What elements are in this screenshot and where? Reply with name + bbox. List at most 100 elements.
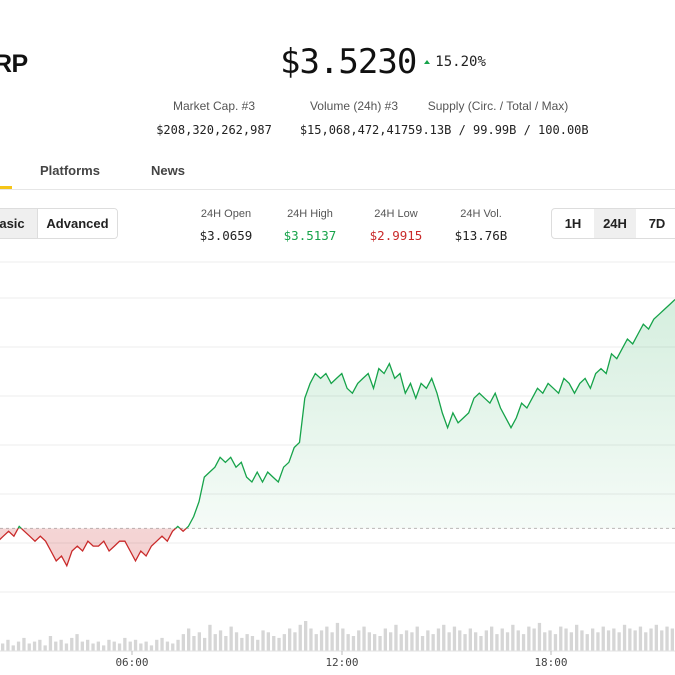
volume-bar	[64, 643, 69, 651]
volume-bar	[479, 636, 483, 651]
volume-bar	[165, 641, 170, 651]
vol-value: $13.76B	[454, 228, 508, 243]
x-tick-label: 06:00	[115, 656, 148, 669]
high-value: $3.5137	[283, 228, 337, 243]
price-change-value: 15.20%	[435, 54, 486, 70]
timeframe-24h-button[interactable]: 24H	[594, 209, 636, 238]
market-cap-value: $208,320,262,987	[156, 123, 272, 137]
volume-bar	[335, 622, 340, 651]
triangle-up-icon	[424, 60, 431, 64]
volume-bar	[102, 645, 106, 651]
volume-bar	[75, 634, 79, 651]
volume-bar	[187, 628, 191, 651]
volume-bar	[654, 624, 658, 652]
current-price: $3.5230	[280, 42, 417, 82]
volume-bar	[367, 632, 371, 652]
volume-bar	[70, 637, 74, 651]
ohlc-low: 24H Low $2.9915	[363, 208, 429, 243]
volume-bar	[537, 622, 542, 651]
volume-bar	[6, 639, 10, 652]
volume-bar	[532, 628, 536, 651]
price-chart[interactable]: 06:00 12:00 18:00	[0, 255, 675, 675]
open-label: 24H Open	[200, 208, 252, 220]
volume-bar	[373, 634, 377, 651]
volume-bar	[601, 626, 605, 651]
open-value: $3.0659	[199, 228, 253, 243]
volume-bar	[617, 632, 621, 652]
volume-bar	[155, 639, 159, 652]
x-tick-label: 12:00	[325, 656, 358, 669]
low-label: 24H Low	[374, 208, 418, 220]
volume-bar	[548, 630, 552, 651]
volume-bar	[585, 634, 589, 651]
x-tick-label: 18:00	[534, 656, 567, 669]
volume-bar	[404, 630, 409, 651]
supply-value: 59.13B / 99.99B / 100.00B	[408, 123, 589, 137]
low-value: $2.9915	[369, 228, 423, 243]
volume-bar	[288, 628, 292, 651]
ohlc-volume: 24H Vol. $13.76B	[448, 208, 514, 243]
volume-bar	[474, 632, 478, 652]
volume-bar	[511, 624, 515, 652]
volume-bar	[272, 636, 276, 651]
volume-bar	[410, 632, 414, 652]
volume-bar	[181, 634, 185, 651]
volume-bar	[32, 641, 37, 651]
volume-bar	[117, 643, 122, 651]
volume-bar	[580, 630, 584, 651]
volume-bar	[298, 624, 302, 652]
volume-bar	[521, 634, 526, 651]
volume-bar	[442, 624, 446, 652]
volume-value: $15,068,472,417	[299, 123, 409, 137]
volume-bar	[633, 630, 637, 651]
x-axis-ticks: 06:00 12:00 18:00	[115, 651, 568, 669]
tab-platforms[interactable]: Platforms	[40, 163, 100, 178]
volume-bar	[505, 632, 510, 652]
vol-label: 24H Vol.	[460, 208, 502, 220]
volume-bar	[261, 630, 265, 651]
ohlc-open: 24H Open $3.0659	[193, 208, 259, 243]
volume-bar	[176, 639, 180, 652]
volume-bar	[218, 630, 223, 651]
advanced-mode-button[interactable]: Advanced	[38, 209, 117, 238]
volume-bar	[197, 632, 201, 652]
timeframe-1h-button[interactable]: 1H	[564, 216, 582, 231]
volume-bar	[383, 628, 387, 651]
volume-bar	[644, 632, 648, 652]
volume-bar	[495, 634, 499, 651]
volume-bar	[564, 628, 568, 651]
volume-bar	[59, 639, 63, 652]
volume-bar	[16, 641, 21, 651]
volume-bar	[569, 632, 573, 652]
volume-bars	[0, 621, 675, 652]
volume-bar	[282, 634, 286, 651]
basic-mode-button[interactable]: asic	[0, 209, 38, 238]
volume-bar	[266, 632, 270, 652]
volume-bar	[638, 626, 643, 651]
volume-bar	[612, 628, 616, 651]
volume-bar	[591, 628, 595, 651]
volume-bar	[357, 630, 361, 651]
volume-bar	[426, 630, 430, 651]
volume-bar	[362, 626, 366, 651]
volume-bar	[86, 639, 90, 652]
volume-bar	[250, 636, 255, 651]
volume-bar	[399, 634, 403, 651]
active-tab-indicator	[0, 186, 12, 189]
volume-bar	[378, 636, 382, 651]
volume-bar	[553, 634, 558, 651]
volume-bar	[91, 643, 95, 651]
volume-bar	[139, 643, 143, 651]
volume-bar	[1, 643, 5, 651]
volume-bar	[43, 645, 47, 651]
volume-bar	[245, 634, 249, 651]
timeframe-7d-button[interactable]: 7D	[648, 216, 666, 231]
volume-bar	[48, 636, 53, 651]
volume-bar	[203, 637, 207, 651]
volume-label: Volume (24h) #3	[309, 99, 399, 113]
volume-bar	[330, 632, 334, 652]
volume-bar	[622, 624, 627, 652]
tab-news[interactable]: News	[151, 163, 185, 178]
volume-bar	[133, 639, 138, 652]
volume-bar	[96, 641, 100, 651]
